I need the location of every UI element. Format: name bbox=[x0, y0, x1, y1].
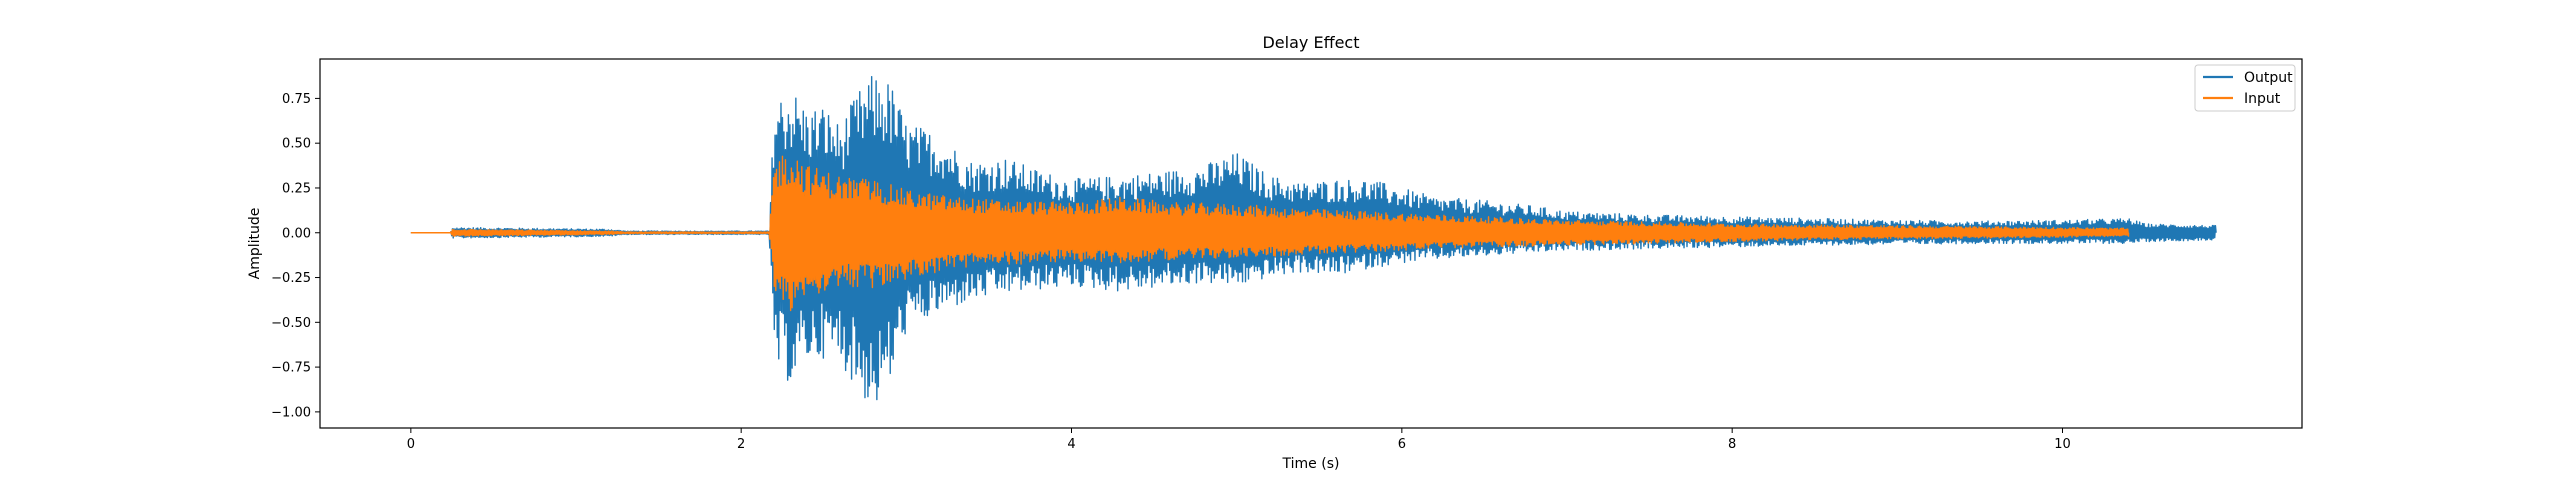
legend-label-input: Input bbox=[2244, 91, 2281, 107]
y-axis: 0.75 0.50 0.25 0.00 −0.25 −0.50 −0.75 −1.00 bbox=[271, 92, 320, 420]
series-line-input bbox=[410, 155, 2130, 312]
y-tick-label: 0.00 bbox=[282, 226, 311, 241]
y-tick-label: −1.00 bbox=[271, 405, 311, 420]
legend: Output Input bbox=[2194, 64, 2296, 112]
x-tick-label: 0 bbox=[407, 437, 415, 452]
y-tick-label: −0.75 bbox=[271, 361, 311, 376]
x-tick-label: 4 bbox=[1067, 437, 1075, 452]
x-tick-label: 8 bbox=[1728, 437, 1736, 452]
y-tick-label: 0.25 bbox=[282, 181, 311, 196]
legend-label-output: Output bbox=[2244, 70, 2293, 86]
series-layer bbox=[410, 75, 2217, 401]
x-axis: 0 2 4 6 8 10 bbox=[407, 428, 2071, 452]
y-tick-label: 0.75 bbox=[282, 92, 311, 107]
chart-title: Delay Effect bbox=[1262, 33, 1359, 52]
x-tick-label: 10 bbox=[2054, 437, 2071, 452]
y-tick-label: 0.50 bbox=[282, 137, 311, 152]
axes-frame bbox=[319, 58, 2303, 429]
y-tick-label: −0.25 bbox=[271, 271, 311, 286]
y-tick-label: −0.50 bbox=[271, 316, 311, 331]
x-tick-label: 6 bbox=[1398, 437, 1406, 452]
x-tick-label: 2 bbox=[737, 437, 745, 452]
x-axis-label: Time (s) bbox=[1282, 456, 1340, 472]
y-axis-label: Amplitude bbox=[247, 208, 263, 280]
